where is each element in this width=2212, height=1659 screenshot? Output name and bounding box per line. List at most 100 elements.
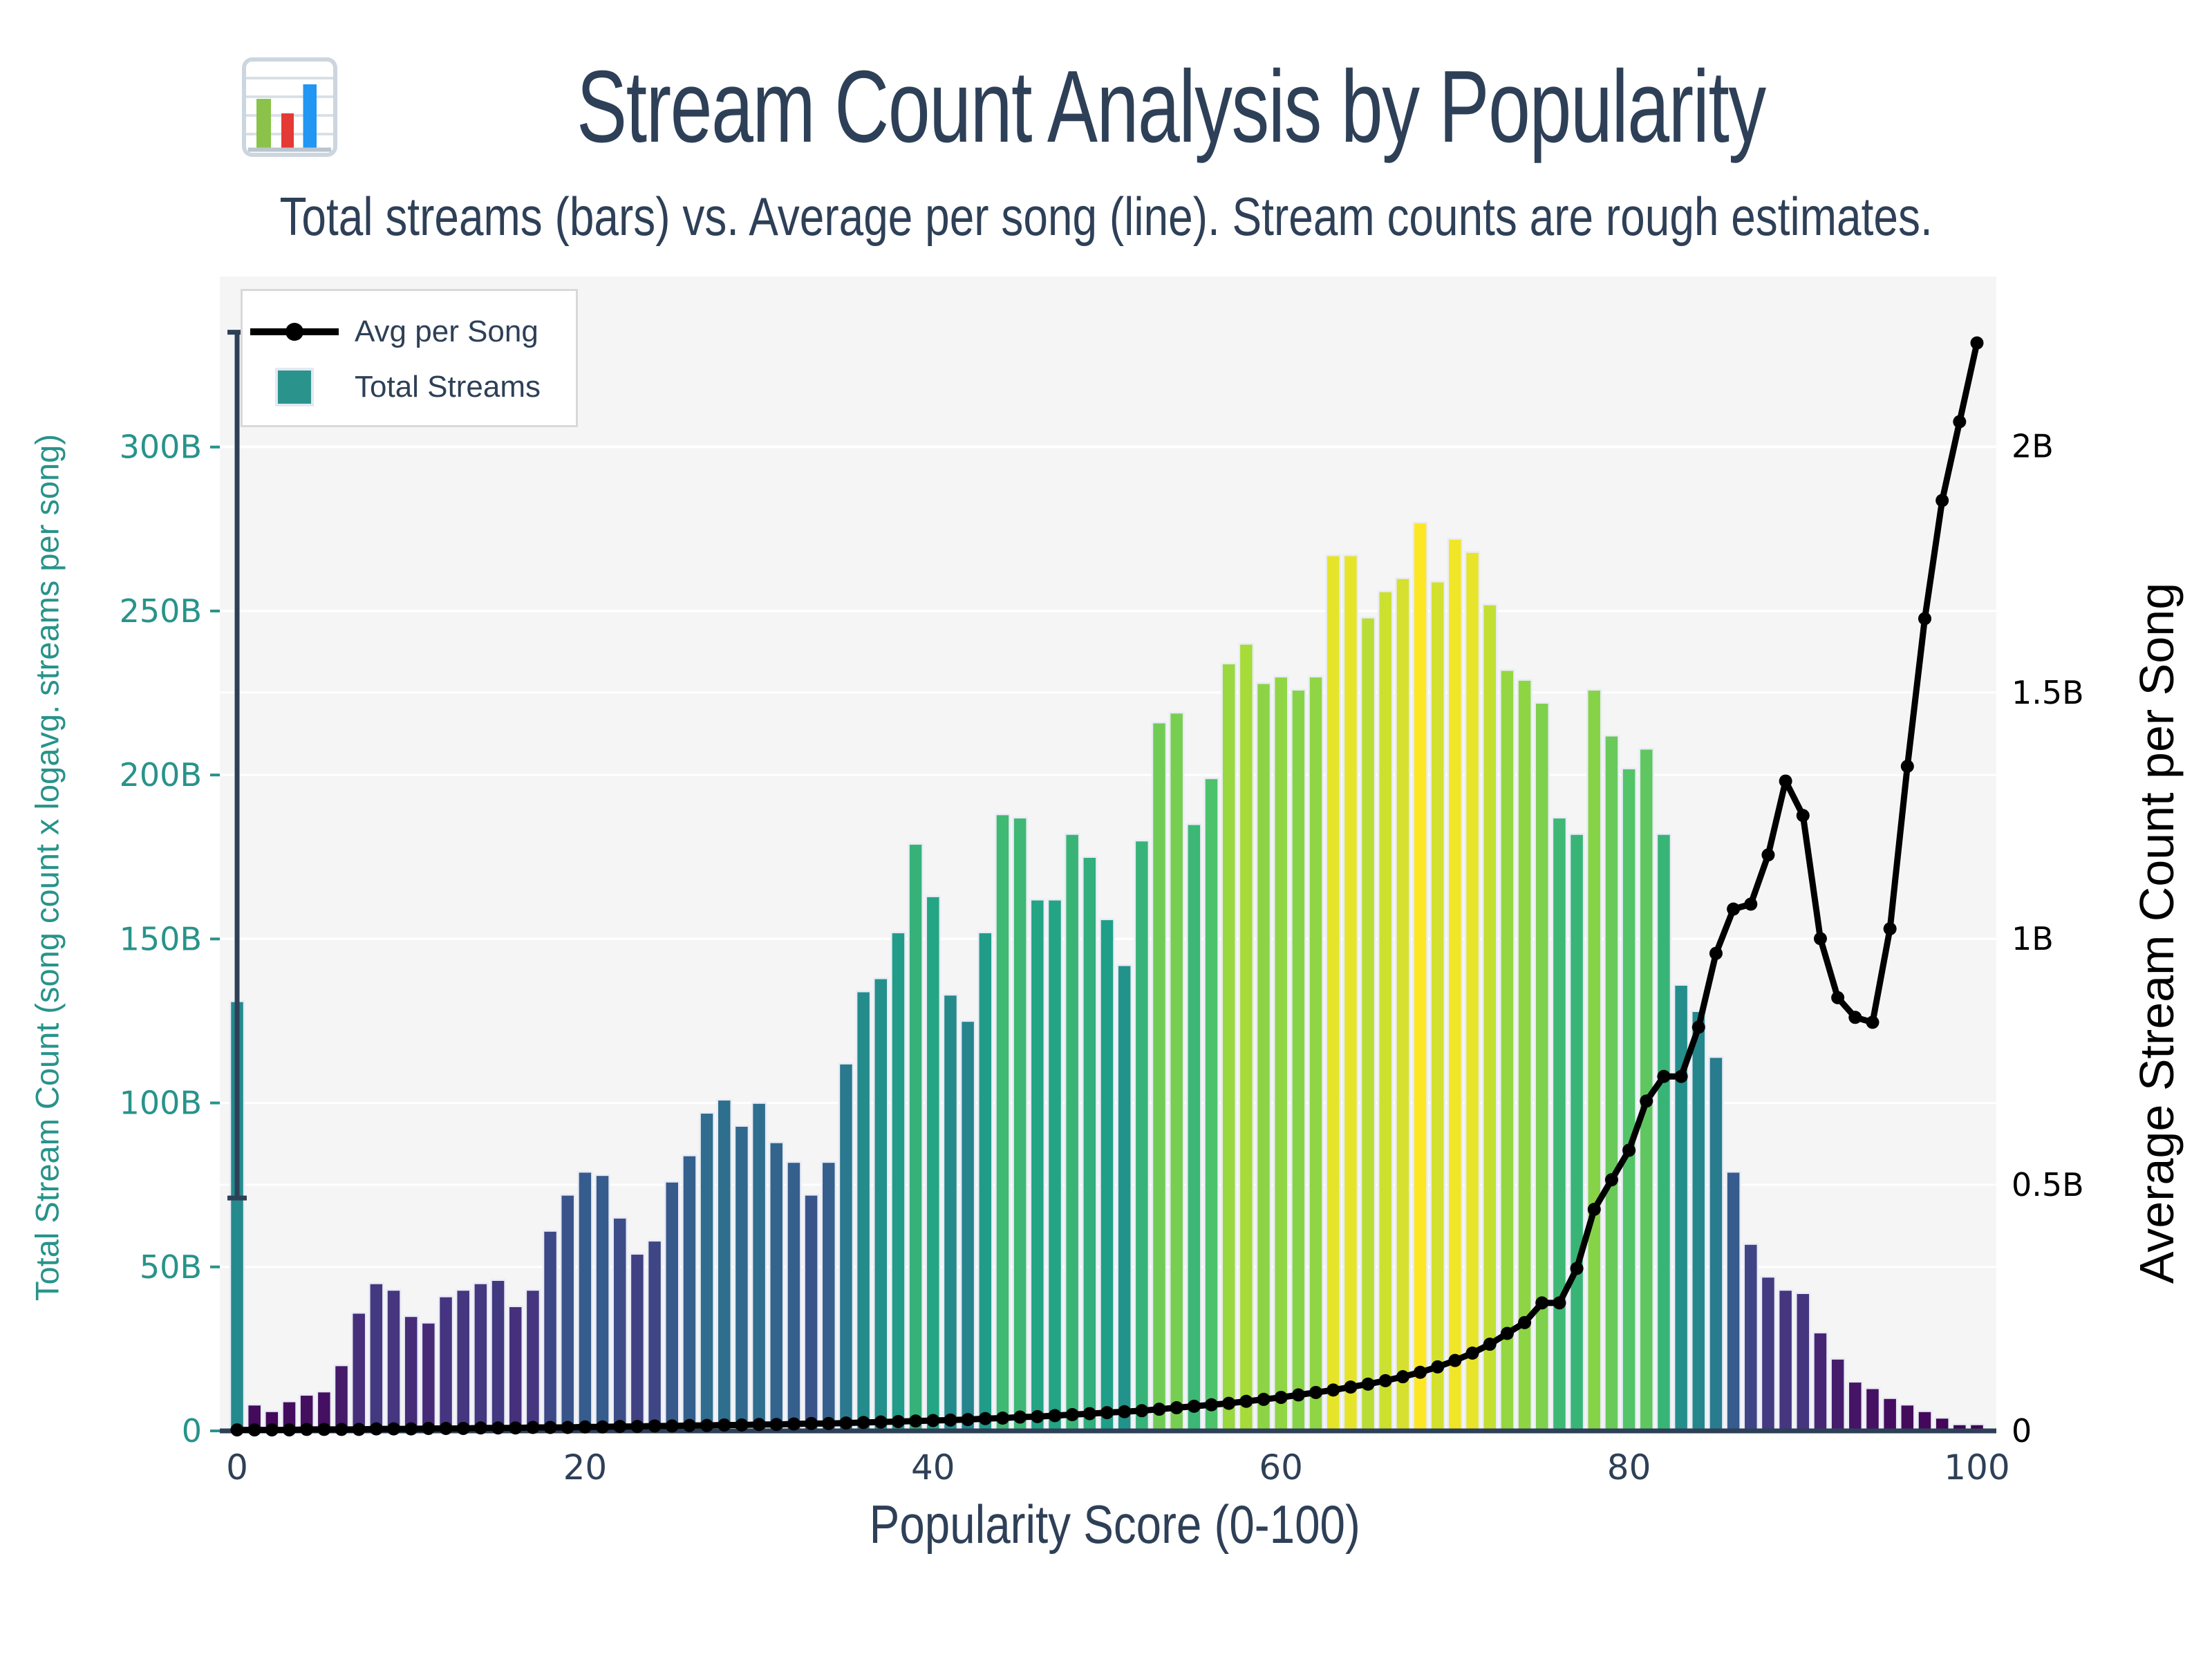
bar-popularity-83 (1673, 984, 1689, 1434)
line-marker-80 (1622, 1143, 1636, 1157)
right-axis-title: Average Stream Count per Song (2130, 582, 2184, 1284)
line-marker-32 (787, 1417, 800, 1431)
line-marker-57 (1222, 1396, 1236, 1410)
bar-popularity-54 (1168, 711, 1185, 1434)
line-marker-60 (1274, 1391, 1288, 1405)
left-tick-label: 150B (120, 920, 202, 957)
line-marker-68 (1414, 1365, 1427, 1379)
bar-popularity-86 (1725, 1170, 1741, 1434)
line-marker-71 (1465, 1346, 1479, 1360)
bar-popularity-50 (1099, 918, 1115, 1434)
line-marker-99 (1953, 415, 1967, 429)
bar-popularity-75 (1534, 702, 1550, 1434)
line-marker-74 (1518, 1315, 1532, 1329)
left-axis-title: Total Stream Count (song count x logavg.… (28, 434, 66, 1301)
x-tick-label: 0 (226, 1447, 248, 1488)
bar-popularity-90 (1795, 1292, 1811, 1434)
line-marker-44 (995, 1411, 1009, 1425)
right-tick-label: 0 (2012, 1412, 2032, 1450)
line-marker-36 (856, 1416, 870, 1430)
bar-popularity-78 (1586, 688, 1602, 1434)
line-marker-13 (456, 1421, 470, 1435)
line-marker-43 (978, 1412, 992, 1425)
line-marker-98 (1936, 494, 1949, 507)
line-marker-86 (1727, 902, 1741, 916)
line-marker-14 (474, 1421, 487, 1435)
line-marker-52 (1135, 1404, 1149, 1418)
legend-label: Total Streams (355, 370, 541, 404)
line-marker-9 (387, 1422, 401, 1436)
line-marker-97 (1918, 612, 1931, 626)
bar-popularity-29 (733, 1125, 750, 1434)
line-marker-35 (839, 1416, 853, 1430)
line-marker-67 (1396, 1370, 1409, 1384)
bar-popularity-58 (1238, 643, 1255, 1434)
line-marker-39 (909, 1414, 923, 1428)
line-marker-29 (735, 1418, 749, 1432)
icon-green-bar (256, 99, 272, 149)
line-marker-81 (1640, 1094, 1653, 1108)
line-marker-64 (1344, 1380, 1358, 1394)
line-marker-50 (1100, 1406, 1114, 1420)
bar-popularity-62 (1308, 675, 1324, 1434)
bar-popularity-84 (1691, 1010, 1707, 1434)
bar-popularity-15 (490, 1279, 506, 1434)
legend-label: Avg per Song (355, 315, 538, 348)
bar-popularity-69 (1430, 580, 1445, 1434)
line-marker-5 (317, 1423, 331, 1436)
line-marker-11 (422, 1421, 435, 1435)
bar-popularity-20 (577, 1170, 593, 1434)
line-marker-85 (1709, 946, 1723, 960)
line-marker-53 (1152, 1403, 1166, 1416)
bar-popularity-64 (1342, 554, 1359, 1434)
line-marker-94 (1866, 1015, 1880, 1029)
bar-popularity-93 (1847, 1380, 1864, 1434)
bar-popularity-63 (1325, 554, 1341, 1434)
bar-popularity-19 (559, 1194, 576, 1434)
line-marker-89 (1779, 774, 1792, 788)
line-marker-22 (613, 1420, 627, 1434)
x-axis-title: Popularity Score (0-100) (869, 1494, 1361, 1555)
bar-popularity-42 (959, 1020, 976, 1434)
bar-popularity-77 (1568, 833, 1585, 1434)
bar-popularity-46 (1029, 899, 1046, 1434)
line-marker-48 (1065, 1407, 1079, 1421)
chart-subtitle: Total streams (bars) vs. Average per son… (279, 186, 1933, 247)
bar-popularity-73 (1499, 669, 1515, 1434)
bar-popularity-21 (594, 1174, 610, 1434)
bar-popularity-16 (507, 1305, 523, 1434)
line-marker-51 (1118, 1405, 1132, 1418)
line-marker-4 (300, 1423, 314, 1436)
left-tick-label: 100B (120, 1085, 202, 1122)
marker-dot-icon (285, 323, 303, 341)
line-marker-34 (822, 1416, 836, 1430)
bar-popularity-80 (1621, 767, 1637, 1434)
line-marker-65 (1361, 1377, 1375, 1391)
line-marker-79 (1604, 1173, 1618, 1187)
line-marker-1 (247, 1423, 261, 1437)
x-tick-label: 100 (1944, 1447, 2009, 1488)
bar-popularity-10 (403, 1315, 419, 1434)
bar-popularity-55 (1186, 823, 1202, 1434)
bar-popularity-27 (699, 1112, 715, 1434)
bar-popularity-7 (350, 1311, 367, 1434)
line-marker-16 (509, 1421, 523, 1435)
line-marker-78 (1587, 1203, 1601, 1217)
bar-popularity-41 (942, 993, 959, 1434)
line-marker-54 (1170, 1401, 1183, 1415)
bar-popularity-60 (1273, 675, 1289, 1434)
line-marker-47 (1048, 1409, 1062, 1423)
bar-popularity-56 (1203, 777, 1219, 1434)
line-marker-30 (752, 1418, 766, 1432)
line-marker-7 (352, 1423, 366, 1436)
bar-popularity-22 (612, 1217, 628, 1434)
bar-popularity-48 (1064, 833, 1080, 1434)
left-tick-label: 50B (140, 1248, 202, 1286)
page-title: Stream Count Analysis by Popularity (577, 50, 1766, 164)
bar-popularity-31 (769, 1141, 785, 1434)
bar-popularity-8 (368, 1282, 384, 1434)
line-marker-92 (1831, 991, 1845, 1004)
legend-item-total-streams: Total Streams (243, 363, 576, 411)
line-marker-21 (596, 1420, 610, 1434)
